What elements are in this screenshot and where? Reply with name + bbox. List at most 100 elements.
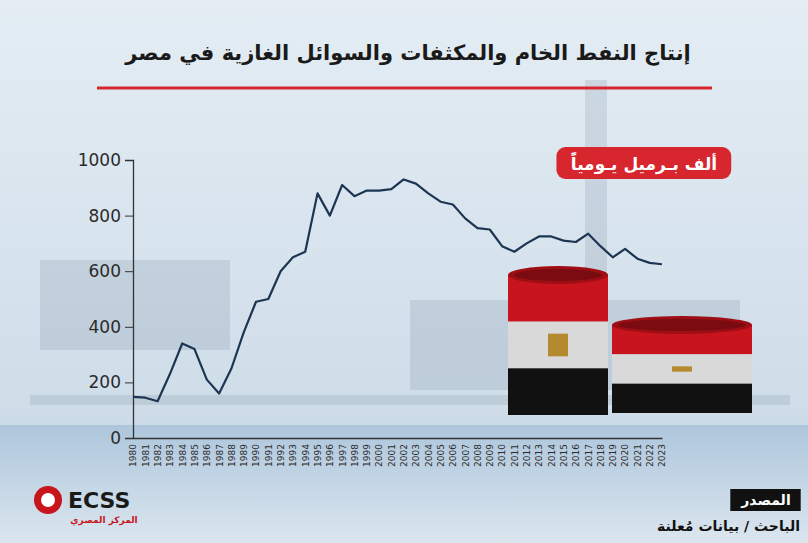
x-tick-label: 2015 (559, 444, 569, 467)
logo: ECSSالمركز المصري (34, 486, 138, 526)
x-tick-label: 1989 (239, 444, 249, 467)
x-tick: 1995 (313, 438, 323, 467)
x-tick: 2017 (584, 438, 594, 467)
x-tick-label: 1982 (153, 444, 163, 467)
y-tick-mark (125, 271, 133, 272)
x-tick-label: 1980 (128, 444, 138, 467)
x-tick-label: 2005 (436, 444, 446, 467)
x-tick-label: 1987 (214, 444, 224, 467)
x-tick: 1992 (276, 438, 286, 467)
x-tick: 2018 (596, 438, 606, 467)
x-tick-label: 1997 (338, 444, 348, 467)
x-tick-label: 2002 (399, 444, 409, 467)
y-tick: 800 (89, 206, 133, 226)
x-tick-label: 2023 (657, 444, 667, 467)
plot-area (133, 179, 662, 401)
unit-pill (556, 147, 731, 179)
x-tick-label: 1983 (165, 444, 175, 467)
logo-mark (34, 486, 62, 514)
x-tick: 1999 (362, 438, 372, 467)
y-tick-label: 200 (89, 372, 121, 392)
unit-label: ألف بـرميل يـومياً (556, 147, 731, 179)
x-tick: 2015 (559, 438, 569, 467)
y-tick-mark (125, 160, 133, 161)
x-tick-label: 2009 (485, 444, 495, 467)
x-tick-label: 1985 (190, 444, 200, 467)
platform (30, 80, 790, 405)
x-tick-label: 1981 (141, 444, 151, 467)
x-tick: 2000 (374, 438, 384, 467)
x-tick: 2002 (399, 438, 409, 467)
x-tick-label: 2019 (608, 444, 618, 467)
x-tick: 1981 (141, 438, 151, 467)
y-tick: 400 (89, 317, 133, 337)
x-tick: 1991 (264, 438, 274, 467)
x-tick: 1993 (288, 438, 298, 467)
x-tick-label: 2011 (510, 444, 520, 467)
x-tick-label: 1988 (227, 444, 237, 467)
y-tick-mark (125, 438, 133, 439)
x-tick-label: 2014 (547, 444, 557, 467)
x-tick-label: 2013 (534, 444, 544, 467)
x-tick: 1996 (325, 438, 335, 467)
source-label: المصدر (740, 492, 790, 508)
x-tick: 1986 (202, 438, 212, 467)
x-tick-label: 2000 (374, 444, 384, 467)
x-tick: 1987 (214, 438, 224, 467)
title: إنتاج النفط الخام والمكثفات والسوائل الغ… (124, 41, 691, 66)
y-tick: 200 (89, 372, 133, 392)
y-tick-mark (125, 327, 133, 328)
x-tick: 1988 (227, 438, 237, 467)
x-tick-label: 2003 (411, 444, 421, 467)
y-tick-label: 1000 (78, 150, 121, 170)
x-tick: 2004 (424, 438, 434, 467)
x-axis-line (134, 438, 663, 439)
x-tick: 1997 (338, 438, 348, 467)
barrels (508, 266, 752, 415)
x-tick-label: 1996 (325, 444, 335, 467)
x-tick: 2007 (461, 438, 471, 467)
x-tick: 2011 (510, 438, 520, 467)
x-tick: 2023 (657, 438, 667, 467)
y-tick-label: 800 (89, 206, 121, 226)
x-tick-label: 2010 (497, 444, 507, 467)
x-tick: 1990 (251, 438, 261, 467)
x-tick-label: 1999 (362, 444, 372, 467)
x-tick: 2012 (522, 438, 532, 467)
unit-text: ألف بـرميل يـومياً (570, 151, 717, 175)
x-tick-label: 1991 (264, 444, 274, 467)
x-tick-label: 2020 (620, 444, 630, 467)
x-tick: 1994 (301, 438, 311, 467)
y-tick: 1000 (78, 150, 133, 170)
x-tick-label: 1990 (251, 444, 261, 467)
x-tick: 1989 (239, 438, 249, 467)
x-tick-label: 2018 (596, 444, 606, 467)
y-tick-label: 400 (89, 317, 121, 337)
x-tick: 2005 (436, 438, 446, 467)
x-tick: 2019 (608, 438, 618, 467)
x-tick-label: 2016 (571, 444, 581, 467)
x-tick: 2016 (571, 438, 581, 467)
x-tick-label: 1998 (350, 444, 360, 467)
source-box (730, 489, 800, 511)
x-tick: 2001 (387, 438, 397, 467)
x-tick: 2006 (448, 438, 458, 467)
y-tick-label: 600 (89, 261, 121, 281)
data-line (133, 179, 662, 401)
x-tick-label: 2007 (461, 444, 471, 467)
x-tick-label: 2012 (522, 444, 532, 467)
y-axis-line (125, 161, 134, 439)
x-tick-label: 2008 (473, 444, 483, 467)
x-tick: 2003 (411, 438, 421, 467)
x-tick: 2014 (547, 438, 557, 467)
x-tick-label: 2006 (448, 444, 458, 467)
x-tick: 1982 (153, 438, 163, 467)
x-tick: 1980 (128, 438, 138, 467)
x-tick: 1983 (165, 438, 175, 467)
x-tick-label: 1993 (288, 444, 298, 467)
x-tick-label: 2004 (424, 444, 434, 467)
logo-text: ECSS (68, 488, 130, 513)
title-underline (97, 87, 712, 90)
y-tick: 600 (89, 261, 133, 281)
x-tick: 1985 (190, 438, 200, 467)
